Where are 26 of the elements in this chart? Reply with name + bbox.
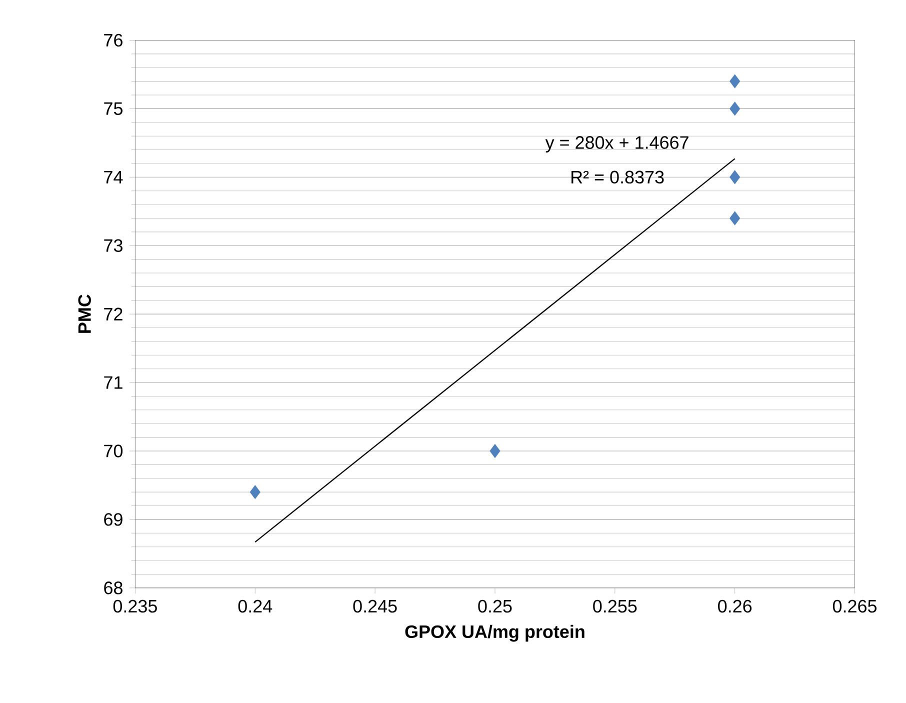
y-tick-label: 72 [104,308,122,320]
x-tick-label: 0.255 [593,600,637,613]
point [730,170,740,184]
point [490,444,500,458]
x-tick-label: 0.235 [113,600,157,613]
x-tick-label: 0.25 [478,600,512,613]
point [730,102,740,116]
x-axis-title: GPOX UA/mg protein [405,624,584,642]
y-tick-label: 70 [104,444,123,458]
annotation: R² = 0.8373 [572,170,664,184]
x-tick-label: 0.24 [238,600,272,613]
y-tick-label: 74 [104,170,123,184]
x-tick-label: 0.26 [718,600,752,613]
point [250,485,260,499]
point [730,74,740,88]
point [730,211,740,226]
y-tick-label: 71 [104,376,122,389]
y-tick-label: 75 [104,102,122,115]
annotation: y = 280x + 1.4667 [545,136,688,152]
y-tick-label: 69 [104,513,122,526]
x-tick-label: 0.245 [353,600,397,613]
y-axis-title: PMC [78,294,91,333]
y-tick-label: 76 [104,34,122,47]
y-tick-label: 73 [104,239,122,252]
x-tick-label: 0.265 [832,600,877,613]
y-tick-label: 68 [104,581,122,594]
